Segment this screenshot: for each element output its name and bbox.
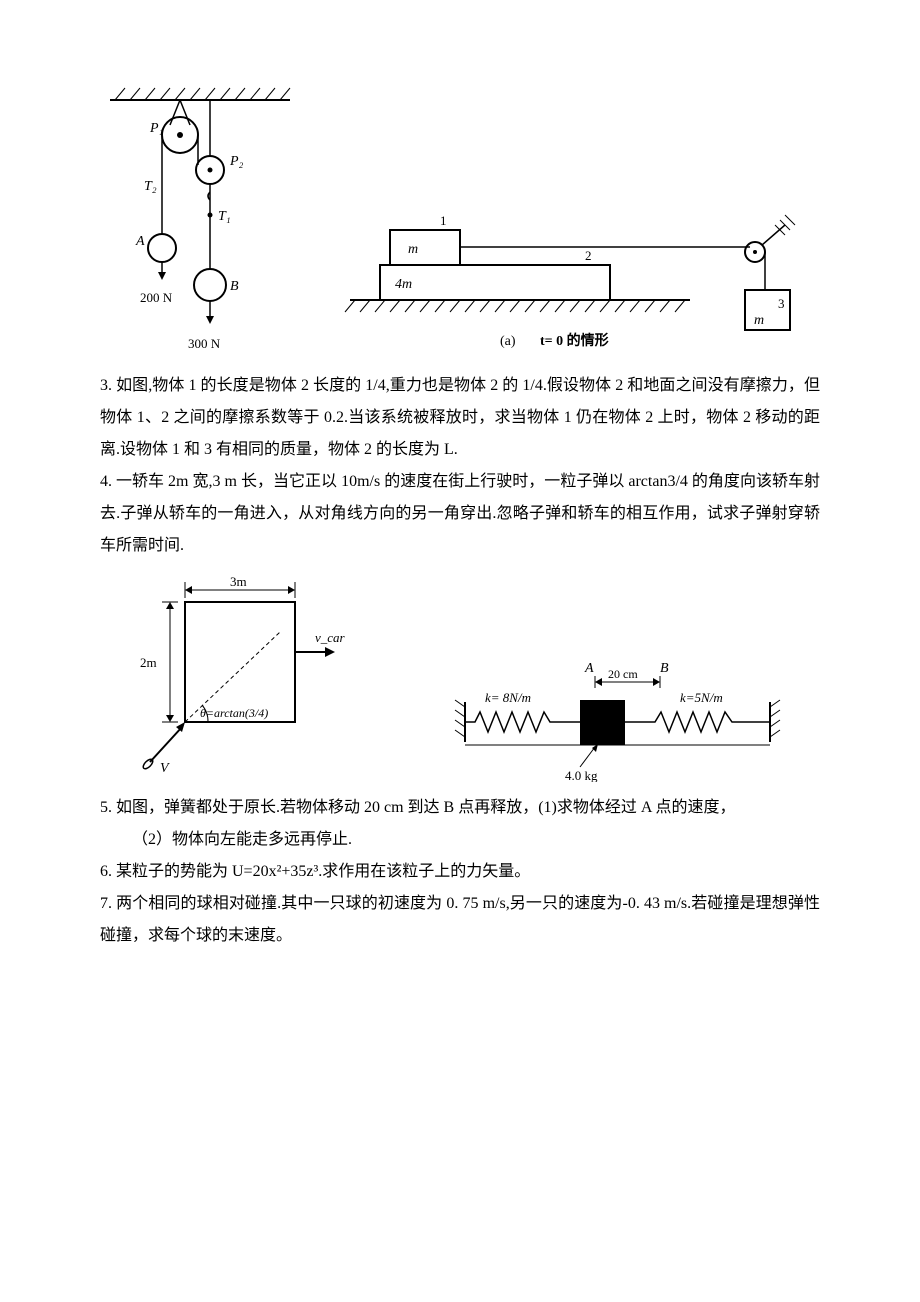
- problem-7: 7. 两个相同的球相对碰撞.其中一只球的初速度为 0. 75 m/s,另一只的速…: [100, 888, 820, 952]
- label-m3: m: [754, 313, 764, 328]
- figure-car: 3m 2m v_car θ=arctan(3/4) V: [130, 572, 350, 782]
- figure-row-2: 3m 2m v_car θ=arctan(3/4) V: [100, 572, 820, 782]
- label-mass: 4.0 kg: [565, 768, 598, 782]
- label-t2: T₂: [144, 179, 157, 194]
- label-theta: θ=arctan(3/4): [200, 706, 268, 720]
- problem-6: 6. 某粒子的势能为 U=20x²+35z³.求作用在该粒子上的力矢量。: [100, 856, 820, 888]
- caption-a: (a): [500, 334, 516, 349]
- label-p1: P₁: [149, 121, 163, 136]
- problem-5-2: （2）物体向左能走多远再停止.: [100, 824, 820, 856]
- label-m: m: [408, 242, 418, 257]
- problem-4: 4. 一轿车 2m 宽,3 m 长，当它正以 10m/s 的速度在街上行驶时，一…: [100, 466, 820, 562]
- label-k5: k=5N/m: [680, 690, 723, 705]
- label-k8: k= 8N/m: [485, 690, 531, 705]
- label-B: B: [660, 661, 669, 676]
- label-p2: P₂: [229, 154, 244, 169]
- label-t1: T₁: [218, 209, 231, 224]
- problem-3: 3. 如图,物体 1 的长度是物体 2 长度的 1/4,重力也是物体 2 的 1…: [100, 370, 820, 466]
- label-1: 1: [440, 213, 447, 228]
- label-vcar: v_car: [315, 630, 346, 645]
- figure-springs: k= 8N/m k=5N/m A B 20 cm: [450, 652, 790, 782]
- label-a: A: [135, 234, 145, 249]
- label-300n: 300 N: [188, 336, 221, 351]
- label-200n: 200 N: [140, 290, 173, 305]
- label-2m: 2m: [140, 655, 157, 670]
- figure-pulley: P₁ T₂ P₂ T₁ A 200 N: [100, 80, 300, 360]
- label-3m: 3m: [230, 574, 247, 589]
- figure-row-1: P₁ T₂ P₂ T₁ A 200 N: [100, 80, 820, 360]
- label-A: A: [584, 661, 594, 676]
- caption-t0: t= 0 的情形: [540, 332, 609, 349]
- label-20cm: 20 cm: [608, 667, 638, 681]
- label-v: V: [160, 761, 170, 776]
- label-3: 3: [778, 296, 785, 311]
- figure-blocks: 4m 2 m 1 3 m (a) t= 0 的情形: [340, 180, 820, 360]
- label-b: B: [230, 279, 239, 294]
- problem-5-1: 5. 如图，弹簧都处于原长.若物体移动 20 cm 到达 B 点再释放，(1)求…: [100, 792, 820, 824]
- label-2: 2: [585, 248, 592, 263]
- label-4m: 4m: [395, 277, 412, 292]
